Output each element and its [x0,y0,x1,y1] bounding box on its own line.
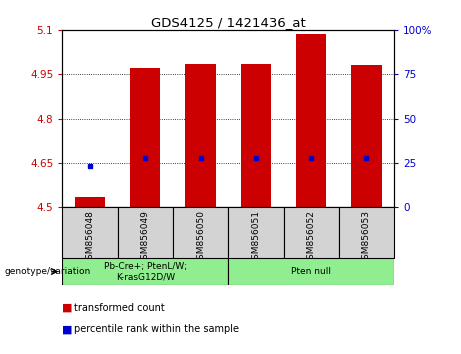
Bar [118,207,173,258]
Bar [339,207,394,258]
Text: ■: ■ [62,324,73,334]
Bar [284,207,339,258]
Bar [241,64,271,207]
Text: GSM856050: GSM856050 [196,210,205,265]
Bar [130,68,160,207]
Bar [173,207,228,258]
Text: Pb-Cre+; PtenL/W;
K-rasG12D/W: Pb-Cre+; PtenL/W; K-rasG12D/W [104,262,187,281]
Text: percentile rank within the sample: percentile rank within the sample [74,324,239,334]
Text: GSM856052: GSM856052 [307,210,316,264]
Text: GSM856048: GSM856048 [85,210,95,264]
Text: genotype/variation: genotype/variation [5,267,91,276]
Bar [296,34,326,207]
Bar [75,197,105,207]
Text: GSM856053: GSM856053 [362,210,371,265]
Text: transformed count: transformed count [74,303,165,313]
Bar [62,207,118,258]
Bar [62,258,228,285]
Text: ■: ■ [62,303,73,313]
Title: GDS4125 / 1421436_at: GDS4125 / 1421436_at [151,16,306,29]
Bar [351,65,382,207]
Bar [228,258,394,285]
Text: GSM856049: GSM856049 [141,210,150,264]
Bar [228,207,284,258]
Text: Pten null: Pten null [291,267,331,276]
Bar [185,64,216,207]
Text: GSM856051: GSM856051 [251,210,260,265]
